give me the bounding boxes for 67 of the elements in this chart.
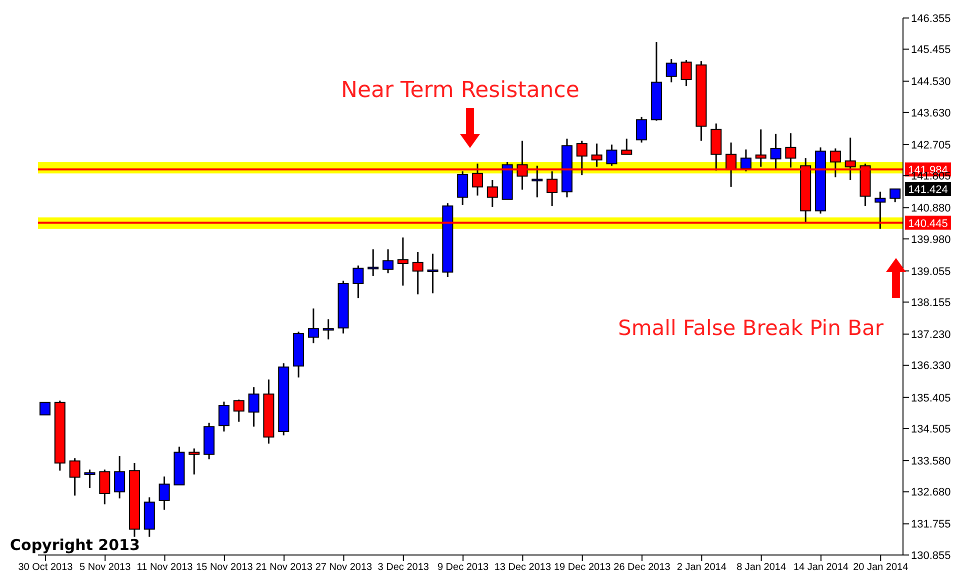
candlestick xyxy=(427,253,438,294)
candlestick xyxy=(457,170,468,206)
x-tick-label: 8 Jan 2014 xyxy=(736,562,786,574)
candlestick xyxy=(382,248,394,274)
annotation: Small False Break Pin Bar xyxy=(618,316,884,340)
candlestick xyxy=(158,476,170,511)
candlestick xyxy=(352,264,364,299)
candlestick xyxy=(188,448,200,476)
candlestick xyxy=(248,386,260,428)
candlestick xyxy=(218,400,230,432)
y-tick-label: 135.405 xyxy=(911,392,951,404)
x-tick-label: 15 Nov 2013 xyxy=(196,562,254,574)
candlestick xyxy=(397,236,408,286)
candlestick xyxy=(890,188,901,203)
y-tick-label: 136.330 xyxy=(911,360,951,372)
candlestick xyxy=(114,455,126,500)
x-tick-label: 20 Jan 2014 xyxy=(853,562,909,574)
y-tick-label: 145.455 xyxy=(911,44,951,56)
candlestick xyxy=(740,148,752,172)
candlestick xyxy=(874,190,886,230)
x-tick-label: 9 Dec 2013 xyxy=(437,562,490,574)
candlestick xyxy=(412,251,424,296)
y-tick-label: 146.355 xyxy=(911,12,951,25)
candlestick xyxy=(322,318,334,340)
candlestick xyxy=(308,308,319,344)
candlestick xyxy=(368,248,379,277)
x-tick-label: 19 Dec 2013 xyxy=(554,562,612,574)
y-tick-label: 137.230 xyxy=(911,329,951,342)
candlestick xyxy=(84,468,96,489)
x-tick-label: 30 Oct 2013 xyxy=(18,562,74,574)
y-tick-label: 139.980 xyxy=(911,234,951,246)
text: 141.424 xyxy=(908,184,948,196)
x-tick-label: 11 Nov 2013 xyxy=(136,562,194,574)
x-tick-label: 2 Jan 2014 xyxy=(676,562,727,574)
candlestick xyxy=(40,402,50,416)
x-tick-label: 26 Dec 2013 xyxy=(614,562,671,574)
candlestick xyxy=(680,59,692,87)
y-tick-label: 142.705 xyxy=(911,139,951,152)
candlestick xyxy=(636,116,648,144)
x-tick-label: 13 Dec 2013 xyxy=(494,562,552,574)
y-tick-label: 140.880 xyxy=(911,202,951,215)
y-tick-label: 139.055 xyxy=(911,266,951,278)
candlestick xyxy=(69,457,80,496)
x-tick-label: 5 Nov 2013 xyxy=(80,562,132,574)
y-tick-label: 131.755 xyxy=(911,518,951,531)
y-tick-label: 134.505 xyxy=(911,423,951,436)
candlestick xyxy=(606,144,618,167)
candlestick xyxy=(770,133,782,170)
candlestick xyxy=(233,398,244,423)
annotation: Near Term Resistance xyxy=(341,78,580,103)
candlestick xyxy=(99,468,110,505)
candlestick xyxy=(486,179,498,208)
x-tick-label: 27 Nov 2013 xyxy=(315,562,373,574)
annotation: Copyright 2013 xyxy=(10,536,140,554)
candlestick xyxy=(532,165,543,198)
ref-line-label: 140.445 xyxy=(908,218,948,230)
x-tick-label: 14 Jan 2014 xyxy=(793,562,849,574)
y-tick-label: 143.630 xyxy=(911,107,951,120)
y-tick-label: 138.155 xyxy=(911,296,951,309)
y-tick-label: 132.680 xyxy=(911,486,951,499)
y-tick-label: 144.530 xyxy=(911,76,951,88)
candlestick xyxy=(621,138,632,156)
y-tick-label: 133.580 xyxy=(911,455,951,468)
y-tick-label: 130.855 xyxy=(911,550,951,562)
x-tick-label: 21 Nov 2013 xyxy=(256,562,313,574)
x-tick-label: 3 Dec 2013 xyxy=(378,562,430,574)
candlestick xyxy=(666,58,677,84)
